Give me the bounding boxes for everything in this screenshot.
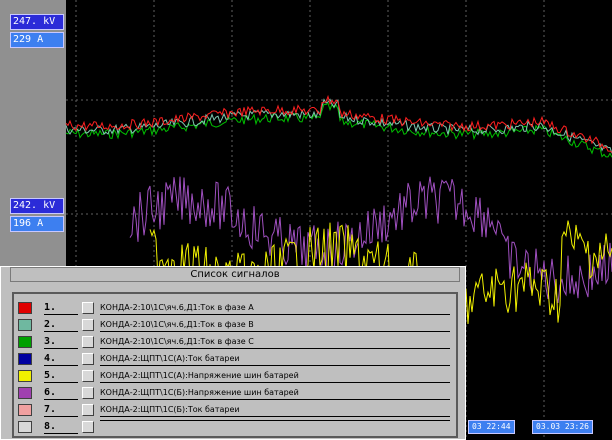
signal-color-swatch	[18, 404, 32, 416]
signal-color-swatch	[18, 421, 32, 433]
signal-number: 5.	[44, 369, 78, 383]
signal-label: КОНДА-2:ЩПТ\1С(Б):Напряжение шин батарей	[100, 386, 450, 400]
signal-number: 3.	[44, 335, 78, 349]
signal-label	[100, 420, 450, 421]
trace-phase-c	[65, 102, 612, 158]
signal-row[interactable]: 8.	[18, 420, 450, 435]
signal-number: 7.	[44, 403, 78, 417]
signal-row[interactable]: 6. КОНДА-2:ЩПТ\1С(Б):Напряжение шин бата…	[18, 387, 450, 401]
signal-row[interactable]: 3. КОНДА-2:10\1С\яч.6,Д1:Ток в фазе С	[18, 336, 450, 350]
trace-phase-b	[65, 98, 612, 154]
signal-number: 2.	[44, 318, 78, 332]
signal-color-swatch	[18, 353, 32, 365]
signal-checkbox[interactable]	[82, 336, 94, 348]
signal-checkbox[interactable]	[82, 319, 94, 331]
signal-label: КОНДА-2:10\1С\яч.6,Д1:Ток в фазе С	[100, 335, 450, 349]
signal-number: 4.	[44, 352, 78, 366]
signal-row[interactable]: 2. КОНДА-2:10\1С\яч.6,Д1:Ток в фазе В	[18, 319, 450, 333]
axis-mid-current: 196 A	[10, 216, 64, 232]
axis-top-current: 229 A	[10, 32, 64, 48]
time-label: 03 22:44	[468, 420, 515, 434]
signal-color-swatch	[18, 370, 32, 382]
signal-list: 1. КОНДА-2:10\1С\яч.6,Д1:Ток в фазе А 2.…	[12, 292, 458, 438]
signal-color-swatch	[18, 302, 32, 314]
axis-top-voltage: 247. kV	[10, 14, 64, 30]
signal-color-swatch	[18, 336, 32, 348]
signal-row[interactable]: 1. КОНДА-2:10\1С\яч.6,Д1:Ток в фазе А	[18, 302, 450, 316]
signal-label: КОНДА-2:ЩПТ\1С(А):Ток батареи	[100, 352, 450, 366]
signal-number: 8.	[44, 420, 78, 434]
signal-checkbox[interactable]	[82, 353, 94, 365]
signal-number: 1.	[44, 301, 78, 315]
signal-label: КОНДА-2:ЩПТ\1С(А):Напряжение шин батарей	[100, 369, 450, 383]
signal-row[interactable]: 7. КОНДА-2:ЩПТ\1С(Б):Ток батареи	[18, 404, 450, 418]
signal-row[interactable]: 5. КОНДА-2:ЩПТ\1С(А):Напряжение шин бата…	[18, 370, 450, 384]
signal-label: КОНДА-2:ЩПТ\1С(Б):Ток батареи	[100, 403, 450, 417]
signal-row[interactable]: 4. КОНДА-2:ЩПТ\1С(А):Ток батареи	[18, 353, 450, 367]
signal-checkbox[interactable]	[82, 421, 94, 433]
signal-checkbox[interactable]	[82, 404, 94, 416]
signal-color-swatch	[18, 319, 32, 331]
signal-label: КОНДА-2:10\1С\яч.6,Д1:Ток в фазе В	[100, 318, 450, 332]
trace-phase-a	[65, 94, 612, 153]
signal-color-swatch	[18, 387, 32, 399]
signal-number: 6.	[44, 386, 78, 400]
signal-checkbox[interactable]	[82, 302, 94, 314]
axis-mid-voltage: 242. kV	[10, 198, 64, 214]
signal-list-title[interactable]: Список сигналов	[10, 267, 460, 282]
time-label: 03.03 23:26	[532, 420, 593, 434]
signal-checkbox[interactable]	[82, 370, 94, 382]
signal-label: КОНДА-2:10\1С\яч.6,Д1:Ток в фазе А	[100, 301, 450, 315]
signal-checkbox[interactable]	[82, 387, 94, 399]
